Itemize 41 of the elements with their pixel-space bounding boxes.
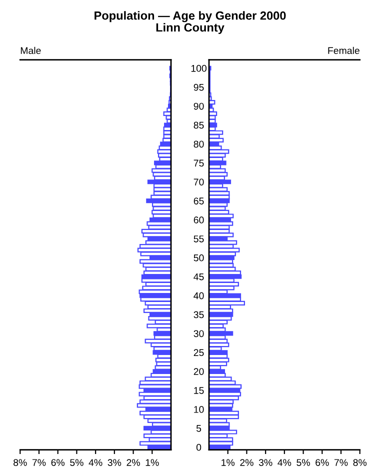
text: Male <box>20 46 41 54</box>
x-tick-label: 6% <box>316 459 329 466</box>
y-tick-label: 60 <box>194 216 204 224</box>
y-tick-label: 85 <box>194 122 204 129</box>
x-tick-label: 8% <box>14 459 27 466</box>
x-tick-label: 7% <box>334 459 348 466</box>
y-tick-label: 55 <box>194 236 204 242</box>
x-tick-label: 1% <box>222 459 235 466</box>
y-tick-label: 35 <box>194 311 204 318</box>
x-tick-label: 4% <box>278 459 292 466</box>
x-tick-label: 2% <box>126 459 140 466</box>
y-tick-label: 65 <box>194 198 204 204</box>
y-tick-label: 10 <box>194 406 204 413</box>
text: Female <box>328 46 360 54</box>
chart-title: Population — Age by Gender 2000 <box>94 11 286 22</box>
chart-subtitle: Linn County <box>156 23 224 34</box>
y-tick-label: 15 <box>194 387 204 394</box>
x-tick-label: 1% <box>146 459 159 466</box>
y-tick-label: 100 <box>191 64 207 72</box>
y-tick-label: 40 <box>194 292 204 300</box>
x-tick-label: 5% <box>296 459 310 466</box>
y-tick-label: 0 <box>196 444 202 451</box>
y-tick-label: 50 <box>194 254 204 262</box>
y-tick-label: 25 <box>194 349 204 356</box>
y-tick-label: 5 <box>196 425 202 432</box>
x-tick-label: 4% <box>88 459 102 466</box>
y-tick-label: 90 <box>194 102 204 110</box>
x-tick-label: 6% <box>51 459 65 466</box>
x-tick-label: 3% <box>108 459 122 466</box>
x-tick-label: 5% <box>70 459 84 466</box>
x-tick-label: 3% <box>258 459 272 466</box>
x-tick-label: 2% <box>240 459 254 466</box>
y-tick-label: 20 <box>194 368 204 375</box>
x-tick-label: 7% <box>32 459 46 466</box>
y-tick-label: 45 <box>194 273 204 280</box>
x-tick-label: 8% <box>353 459 367 466</box>
y-tick-label: 75 <box>194 160 204 167</box>
y-tick-label: 80 <box>194 140 204 148</box>
y-tick-label: 30 <box>194 330 204 338</box>
y-tick-label: 95 <box>194 84 204 91</box>
y-tick-label: 70 <box>194 178 204 186</box>
